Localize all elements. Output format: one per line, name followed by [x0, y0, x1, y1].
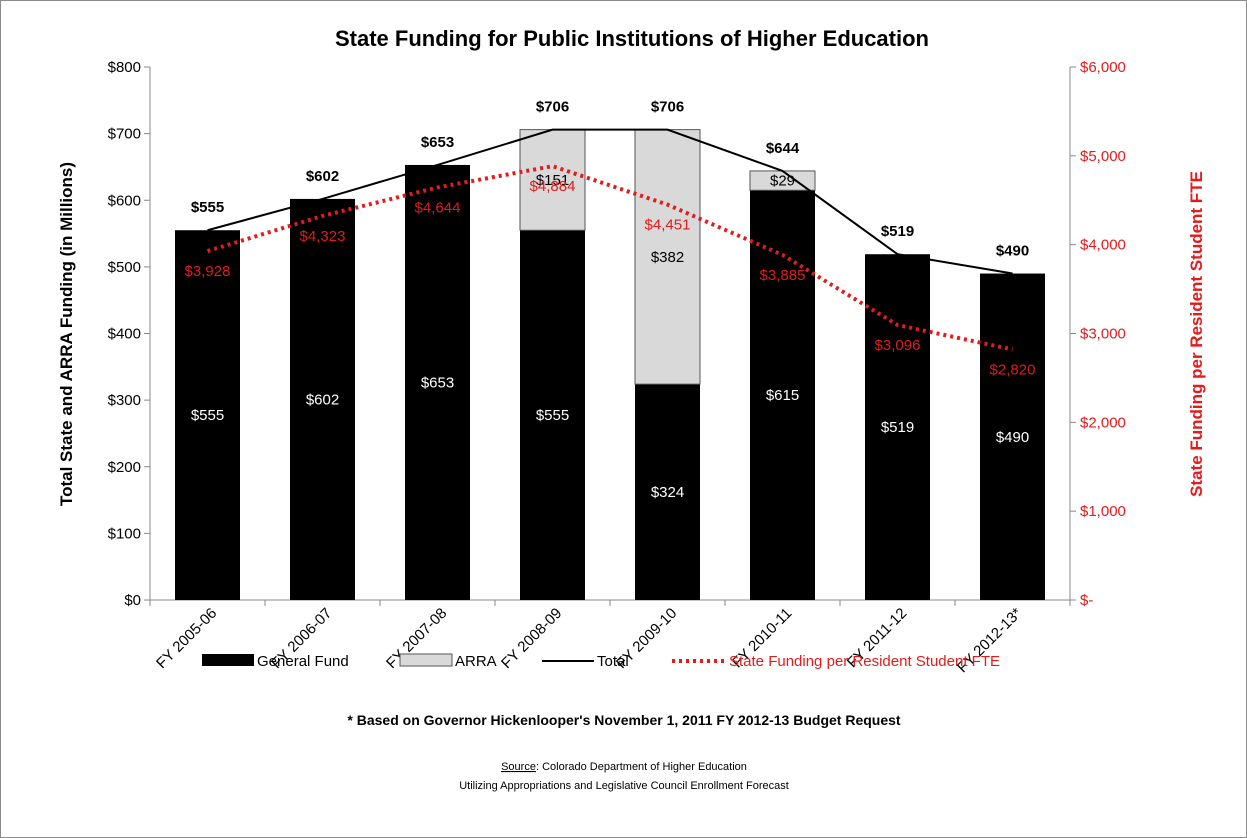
y-axis-title-left: Total State and ARRA Funding (in Million… — [57, 162, 76, 506]
legend: General Fund ARRA Total State Funding per R… — [202, 653, 1000, 670]
chart-title: State Funding for Public Institutions of… — [335, 26, 929, 51]
data-label-fte: $3,096 — [875, 337, 921, 354]
source-line-2: Utilizing Appropriations and Legislative… — [459, 780, 789, 792]
data-label-total: $602 — [306, 168, 339, 185]
legend-swatch-general-fund — [202, 654, 254, 666]
y-tick-label-left: $500 — [108, 259, 141, 276]
data-label-arra: $29 — [770, 173, 795, 190]
bar-general-fund — [405, 164, 470, 600]
data-label-general-fund: $324 — [651, 484, 684, 501]
bar-arra — [519, 129, 586, 231]
y-tick-label-left: $800 — [108, 59, 141, 76]
source-label: Source — [501, 761, 536, 773]
data-label-fte: $4,323 — [300, 228, 346, 245]
data-label-general-fund: $490 — [996, 429, 1029, 446]
y-tick-label-left: $400 — [108, 326, 141, 343]
source-text: : Colorado Department of Higher Educatio… — [536, 761, 747, 773]
y-tick-label-right: $3,000 — [1080, 326, 1126, 343]
data-label-fte: $3,885 — [760, 267, 806, 284]
data-label-general-fund: $519 — [881, 419, 914, 436]
data-label-general-fund: $653 — [421, 374, 454, 391]
bar-general-fund — [980, 273, 1045, 600]
legend-swatch-arra — [399, 653, 453, 667]
y-tick-label-left: $600 — [108, 192, 141, 209]
data-label-general-fund: $615 — [766, 387, 799, 404]
bar-general-fund — [290, 198, 355, 601]
legend-label-fte: State Funding per Resident Student FTE — [729, 653, 1000, 670]
data-label-total: $653 — [421, 134, 454, 151]
data-label-general-fund: $555 — [191, 407, 224, 424]
bar-general-fund — [520, 230, 585, 600]
data-label-arra: $151 — [536, 172, 569, 189]
y-tick-label-left: $0 — [124, 592, 141, 609]
bar-general-fund — [865, 254, 930, 600]
y-tick-label-right: $6,000 — [1080, 59, 1126, 76]
y-tick-label-left: $300 — [108, 392, 141, 409]
y-tick-label-right: $1,000 — [1080, 503, 1126, 520]
data-label-fte: $4,451 — [645, 217, 691, 234]
legend-label-arra: ARRA — [455, 653, 497, 670]
bar-arra — [634, 129, 701, 385]
y-tick-label-right: $- — [1080, 592, 1093, 609]
data-label-total: $555 — [191, 199, 224, 216]
data-label-total: $706 — [536, 99, 569, 116]
y-tick-label-right: $5,000 — [1080, 148, 1126, 165]
data-label-fte: $3,928 — [185, 263, 231, 280]
line-total — [207, 128, 1013, 275]
source-line-1: Source: Colorado Department of Higher Ed… — [501, 761, 747, 773]
data-label-fte: $4,644 — [415, 199, 461, 216]
bar-general-fund — [635, 384, 700, 600]
data-label-total: $706 — [651, 99, 684, 116]
bar-general-fund — [750, 190, 815, 600]
legend-label-general-fund: General Fund — [257, 653, 349, 670]
data-label-total: $490 — [996, 243, 1029, 260]
data-label-fte: $4,884 — [530, 178, 576, 195]
y-axis-title-right: State Funding per Resident Student FTE — [1187, 171, 1206, 497]
y-tick-label-left: $100 — [108, 525, 141, 542]
data-label-fte: $2,820 — [990, 361, 1036, 378]
data-label-total: $519 — [881, 223, 914, 240]
data-label-general-fund: $602 — [306, 391, 339, 408]
y-tick-label-left: $700 — [108, 126, 141, 143]
y-tick-label-right: $4,000 — [1080, 237, 1126, 254]
bar-general-fund — [175, 230, 240, 600]
plot-area: $0 $100 $200 $300 $400 $500 $600 $700 $800 $- $1,0… — [108, 59, 1126, 676]
legend-label-total: Total — [597, 653, 629, 670]
footnote: * Based on Governor Hickenlooper's Novem… — [347, 712, 900, 728]
data-label-arra: $382 — [651, 249, 684, 266]
y-tick-label-right: $2,000 — [1080, 414, 1126, 431]
line-fte — [206, 164, 1013, 352]
data-label-general-fund: $555 — [536, 407, 569, 424]
data-label-total: $644 — [766, 140, 800, 157]
y-tick-label-left: $200 — [108, 459, 141, 476]
